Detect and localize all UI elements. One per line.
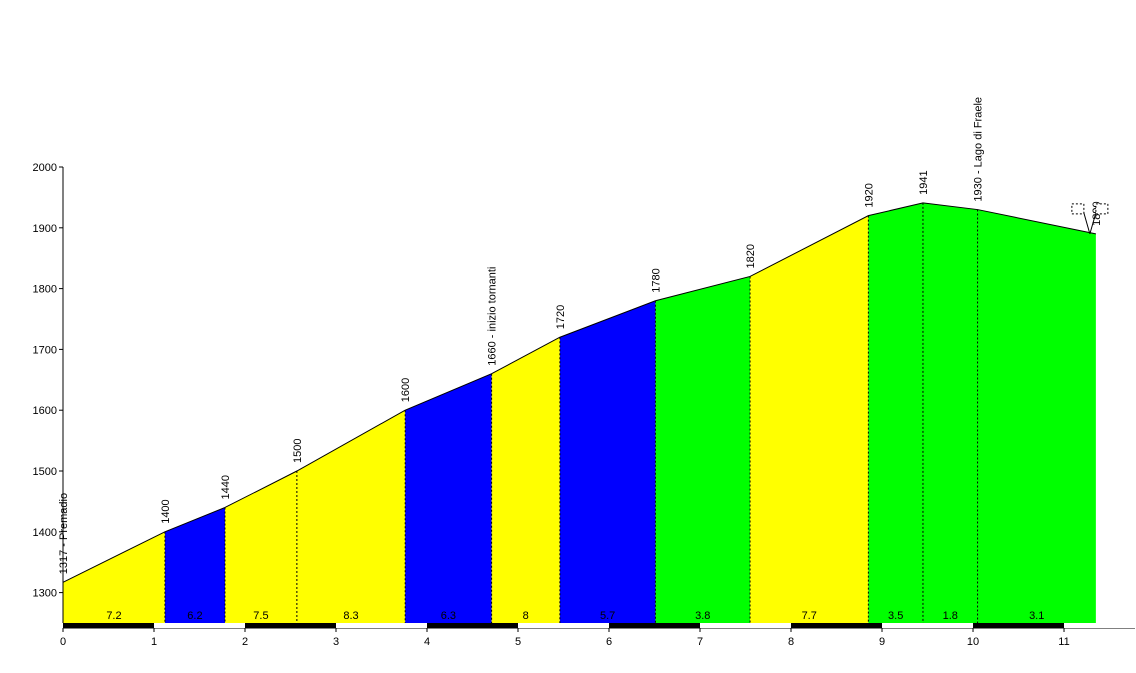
profile-segment (63, 531, 165, 623)
y-tick-label: 1300 (33, 588, 57, 600)
distance-strip (154, 623, 246, 628)
elevation-label: 1720 (555, 305, 567, 329)
y-tick-label: 1600 (33, 405, 57, 417)
x-tick-label: 9 (879, 636, 885, 648)
x-tick-label: 10 (967, 636, 979, 648)
elevation-label: 1440 (220, 475, 232, 499)
y-tick-label: 1500 (33, 466, 57, 478)
distance-strip (791, 623, 883, 628)
profile-segment (977, 209, 1096, 623)
y-tick-label: 2000 (33, 162, 57, 174)
profile-segment (655, 276, 751, 623)
x-tick-label: 1 (151, 636, 157, 648)
gradient-label: 7.7 (802, 610, 817, 622)
profile-segment (405, 373, 492, 623)
profile-segment (750, 215, 869, 623)
gradient-label: 8.3 (343, 610, 358, 622)
elevation-label: 1317 - Premadio (58, 493, 70, 574)
profile-segment (296, 410, 406, 623)
profile-segment (224, 471, 297, 623)
gradient-label: 3.8 (695, 610, 710, 622)
profile-segment (491, 337, 560, 623)
gradient-label: 7.5 (253, 610, 268, 622)
finish-flag (1071, 203, 1085, 215)
gradient-label: 6.2 (187, 610, 202, 622)
x-tick-label: 5 (515, 636, 521, 648)
x-tick-label: 2 (242, 636, 248, 648)
profile-segment (868, 202, 923, 623)
elevation-label: 1930 - Lago di Fraele (973, 97, 985, 202)
distance-strip (882, 623, 974, 628)
profile-segment (922, 202, 978, 623)
x-tick-label: 6 (606, 636, 612, 648)
gradient-label: 3.1 (1029, 610, 1044, 622)
gradient-label: 7.2 (106, 610, 121, 622)
x-tick-label: 0 (60, 636, 66, 648)
distance-strip (609, 623, 701, 628)
gradient-label: 8 (523, 610, 529, 622)
gradient-label: 1.8 (943, 610, 958, 622)
elevation-label: 1660 - inizio tornanti (487, 267, 499, 366)
elevation-label: 1920 (863, 183, 875, 207)
elevation-label: 1500 (292, 439, 304, 463)
y-tick-label: 1400 (33, 527, 57, 539)
x-tick-label: 4 (424, 636, 430, 648)
x-tick-label: 11 (1058, 636, 1069, 648)
distance-strip (1064, 623, 1135, 628)
distance-strip (700, 623, 792, 628)
distance-strip (245, 623, 337, 628)
x-tick-label: 3 (333, 636, 339, 648)
elevation-label: 1820 (745, 244, 757, 268)
distance-strip (973, 623, 1065, 628)
gradient-label: 5.7 (600, 610, 615, 622)
profile-segment (164, 507, 225, 623)
distance-strip (63, 623, 155, 628)
x-tick-label: 7 (697, 636, 703, 648)
y-tick-label: 1700 (33, 344, 57, 356)
profile-line (62, 202, 1096, 583)
gradient-label: 3.5 (888, 610, 903, 622)
x-tick-label: 8 (788, 636, 794, 648)
elevation-label: 1600 (400, 378, 412, 402)
distance-strip (518, 623, 610, 628)
elevation-label: 1941 (918, 170, 930, 194)
profile-segment (559, 300, 656, 623)
distance-strip (427, 623, 519, 628)
gradient-label: 6.3 (441, 610, 456, 622)
y-tick-label: 1800 (33, 284, 57, 296)
elevation-label: 1400 (160, 499, 172, 523)
finish-flag (1095, 203, 1109, 215)
y-tick-label: 1900 (33, 223, 57, 235)
distance-strip (336, 623, 428, 628)
elevation-label: 1780 (650, 268, 662, 292)
